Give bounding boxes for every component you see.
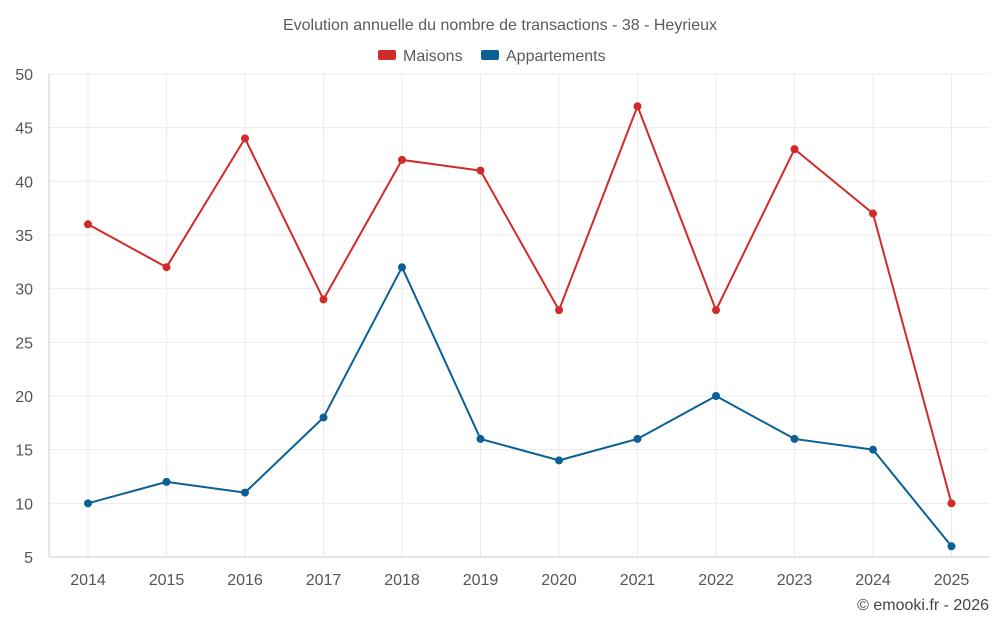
data-point-maisons[interactable] [712,306,720,315]
data-point-maisons[interactable] [947,499,956,508]
series-layer [84,102,956,551]
data-point-maisons[interactable] [555,306,563,315]
x-tick-label: 2017 [306,572,342,589]
x-tick-label: 2019 [463,572,499,589]
data-point-maisons[interactable] [398,155,406,164]
y-tick-label: 40 [15,174,33,191]
y-tick-label: 50 [15,67,33,84]
y-tick-label: 45 [15,121,33,138]
legend-item-maisons[interactable]: Maisons [378,48,463,65]
data-point-appartements[interactable] [241,488,249,497]
x-tick-label: 2016 [227,572,263,589]
data-point-maisons[interactable] [869,209,877,218]
x-tick-label: 2023 [777,572,813,589]
legend-label: Appartements [506,48,606,65]
data-point-appartements[interactable] [790,434,799,443]
y-tick-label: 35 [15,228,33,245]
x-tick-label: 2020 [541,572,577,589]
data-point-appartements[interactable] [84,499,92,508]
data-point-appartements[interactable] [319,413,328,422]
data-point-maisons[interactable] [319,295,328,304]
y-tick-label: 25 [15,335,33,352]
data-point-appartements[interactable] [398,263,406,272]
y-tick-label: 30 [15,282,33,299]
chart-title: Evolution annuelle du nombre de transact… [283,17,717,34]
data-point-maisons[interactable] [84,220,92,229]
data-point-maisons[interactable] [633,102,642,111]
series-maisons [84,102,956,508]
data-point-maisons[interactable] [790,145,799,154]
y-axis-ticks: 5 10 15 20 25 30 35 40 45 50 [15,67,33,567]
x-tick-label: 2015 [149,572,185,589]
x-tick-label: 2024 [855,572,891,589]
legend: Maisons Appartements [378,48,606,65]
y-tick-label: 5 [24,550,33,567]
axes [48,74,989,558]
legend-item-appartements[interactable]: Appartements [481,48,606,65]
data-point-appartements[interactable] [869,445,877,454]
data-point-appartements[interactable] [555,456,563,465]
x-axis-ticks: 2014 2015 2016 2017 2018 2019 2020 2021 2022 2023… [70,572,969,589]
x-tick-label: 2022 [698,572,734,589]
legend-label: Maisons [403,48,463,65]
legend-swatch [481,50,499,60]
series-line-appartements [87,266,953,547]
data-point-maisons[interactable] [241,134,249,143]
y-tick-label: 10 [15,496,33,513]
x-tick-label: 2014 [70,572,106,589]
y-tick-label: 20 [15,389,33,406]
x-tick-label: 2021 [620,572,656,589]
y-tick-label: 15 [15,443,33,460]
series-appartements [84,263,956,551]
chart-credit: © emooki.fr - 2026 [857,597,989,614]
data-point-appartements[interactable] [712,392,720,400]
legend-swatch [378,50,396,60]
data-point-appartements[interactable] [162,477,171,486]
grid [49,73,989,557]
x-tick-label: 2018 [384,572,420,589]
data-point-appartements[interactable] [947,542,956,551]
data-point-maisons[interactable] [162,263,171,272]
data-point-appartements[interactable] [633,434,642,443]
data-point-appartements[interactable] [476,434,485,443]
x-tick-label: 2025 [934,572,970,589]
data-point-maisons[interactable] [476,166,485,175]
series-line-maisons [87,105,953,504]
